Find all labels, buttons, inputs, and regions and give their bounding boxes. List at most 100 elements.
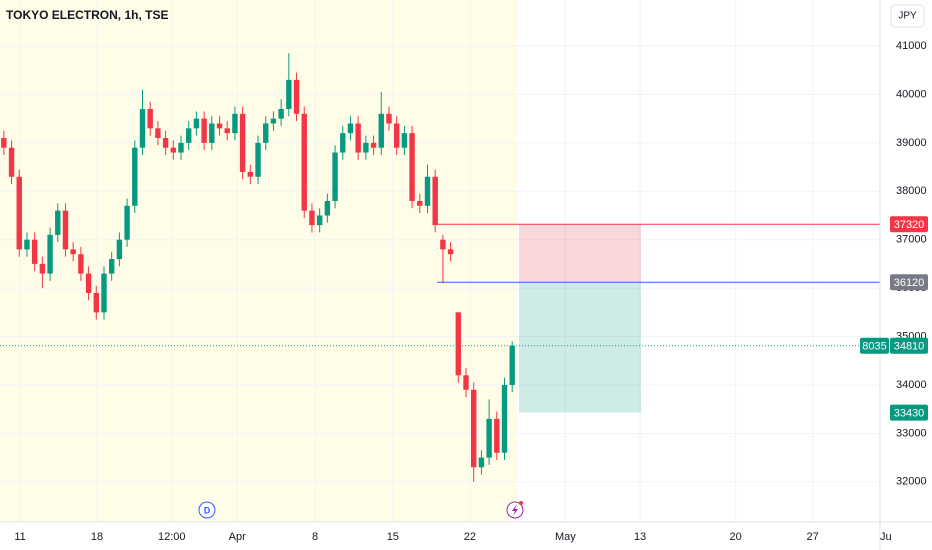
currency-button[interactable]: [890, 4, 925, 28]
candle-body: [8, 147, 15, 177]
candle-body: [440, 239, 446, 250]
candle-body: [186, 128, 192, 143]
last-price-badge-bg: [890, 337, 928, 354]
candle-body: [324, 200, 331, 216]
candle-body: [463, 375, 469, 390]
candle-body: [31, 239, 38, 264]
candle-body: [162, 138, 169, 148]
y-tick-label: 34000: [896, 379, 927, 391]
candle-body: [509, 345, 515, 385]
candle-body: [247, 171, 254, 177]
candle-body: [116, 239, 123, 260]
candle-body: [355, 123, 361, 153]
candle-body: [1, 138, 7, 148]
candle-body: [494, 418, 500, 453]
candle-body: [139, 108, 146, 148]
candle-body: [370, 142, 377, 148]
target-badge: 33430: [894, 407, 925, 419]
candle-body: [401, 133, 408, 148]
y-tick-label: 33000: [896, 427, 927, 439]
x-tick-label: 20: [729, 531, 741, 543]
y-tick-label: 38000: [896, 185, 927, 197]
candle-body: [224, 128, 230, 134]
candle-body: [309, 210, 315, 226]
candle-body: [216, 123, 223, 129]
x-tick-label: 12:00: [158, 531, 186, 543]
candle-body: [363, 142, 369, 153]
candle-body: [78, 254, 84, 274]
candle-body: [101, 273, 107, 313]
candle-body: [193, 118, 200, 129]
candle-body: [347, 123, 354, 134]
candle-body: [155, 128, 161, 139]
x-tick-label: 27: [806, 531, 818, 543]
candle-body: [386, 113, 392, 124]
candle-body: [340, 133, 346, 153]
candle-body: [263, 123, 269, 143]
stop-badge: 37320: [894, 219, 925, 231]
candle-body: [47, 234, 53, 274]
countdown-bg: [860, 337, 889, 354]
event-icon-bolt: [512, 504, 518, 516]
candle-body: [55, 210, 61, 235]
y-tick-label: 41000: [896, 40, 927, 52]
candle-body: [478, 457, 485, 468]
candle-body: [378, 113, 384, 148]
candle-body: [39, 263, 46, 274]
candle-body: [201, 118, 207, 143]
target-badge-bg: [890, 404, 928, 421]
currency-label[interactable]: JPY: [898, 11, 917, 22]
candle-body: [85, 273, 92, 293]
candle-body: [432, 176, 438, 226]
y-tick-label: 39000: [896, 137, 927, 149]
candle-body: [239, 113, 246, 172]
dividend-icon[interactable]: [198, 501, 216, 519]
candle-body: [278, 108, 284, 119]
entry-badge-bg: [890, 274, 928, 291]
x-tick-label: 15: [387, 531, 399, 543]
candle-body: [332, 152, 338, 201]
candle-body: [293, 79, 300, 114]
candle-body: [417, 200, 423, 206]
candle-body: [178, 142, 184, 153]
candle-body: [301, 113, 307, 211]
candle-body: [108, 259, 115, 274]
x-tick-label: 11: [14, 531, 25, 543]
candle-body: [501, 384, 508, 453]
y-tick-label: 37000: [896, 234, 927, 246]
stop-zone: [519, 224, 641, 283]
candle-body: [447, 249, 454, 255]
chart-title: TOKYO ELECTRON, 1h, TSE: [6, 8, 168, 22]
candle-body: [62, 210, 69, 250]
candle-body: [471, 389, 477, 468]
candle-body: [232, 113, 238, 134]
candle-body: [409, 133, 415, 201]
candle-body: [209, 123, 215, 143]
candle-body: [170, 147, 177, 153]
candle-body: [316, 215, 323, 226]
x-tick-label: Apr: [229, 531, 246, 543]
x-tick-label: 8: [312, 531, 318, 543]
candle-body: [24, 239, 30, 250]
x-tick-label: 13: [634, 531, 646, 543]
candle-body: [70, 249, 76, 255]
last-price-badge: 34810: [894, 341, 925, 353]
candle-body: [424, 176, 431, 206]
dividend-icon-letter: D: [204, 505, 211, 515]
countdown: 8035: [862, 341, 886, 353]
y-tick-label: 40000: [896, 88, 927, 100]
candle-body: [16, 176, 22, 250]
event-icon-dot: [519, 501, 523, 505]
x-tick-label: May: [555, 531, 576, 543]
candle-body: [147, 108, 153, 129]
x-tick-label: 22: [464, 531, 476, 543]
y-tick-label: 32000: [896, 476, 927, 488]
stop-badge-bg: [890, 216, 928, 233]
x-tick-label: Ju: [880, 531, 892, 543]
entry-badge: 36120: [894, 277, 925, 289]
candle-body: [486, 418, 492, 458]
candle-body: [270, 118, 277, 124]
session-highlight: [0, 0, 517, 522]
candle-body: [132, 147, 138, 206]
